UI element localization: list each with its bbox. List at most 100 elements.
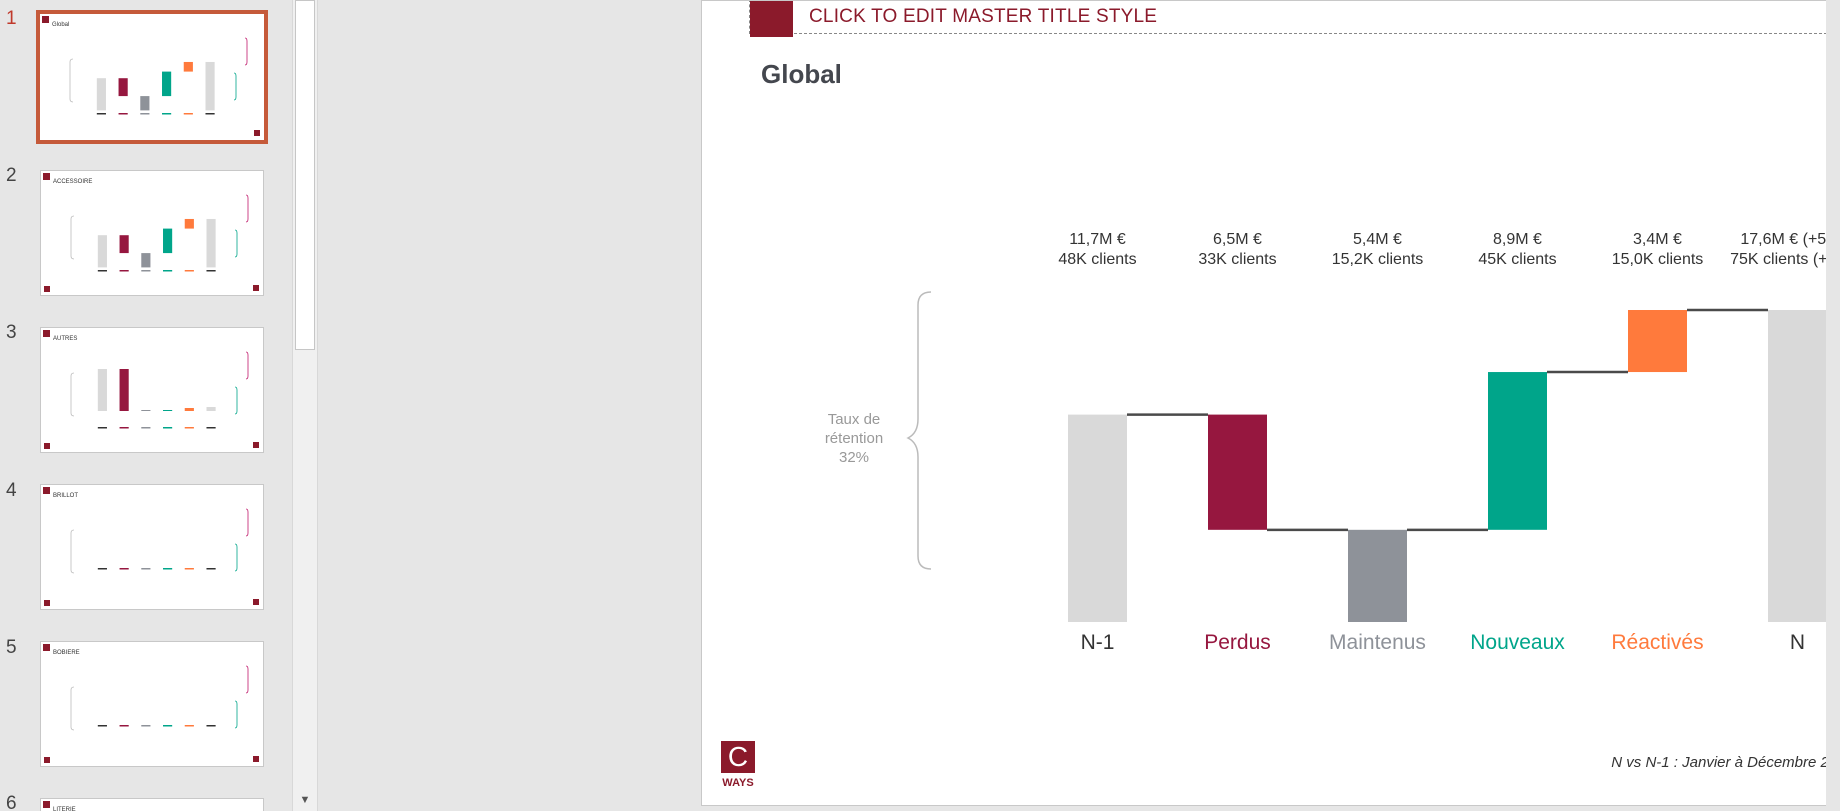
category-label-4: Réactivés <box>1611 631 1703 654</box>
thumbnail-number-4: 4 <box>6 480 17 501</box>
thumbnail-title: LITERIE <box>53 807 76 811</box>
thumbnail-accent <box>43 173 50 180</box>
thumbnail-category-mark <box>141 568 151 570</box>
thumbnail-number-1: 1 <box>6 8 17 29</box>
thumbnail-category-mark <box>119 725 129 727</box>
thumbnail-bar <box>205 61 215 111</box>
thumbnail-category-mark <box>119 270 129 272</box>
thumbnail-category-mark <box>141 270 151 272</box>
thumbnail-attrition-brace <box>245 665 249 694</box>
thumbnail-category-mark <box>162 113 172 115</box>
slide-canvas[interactable]: CLICK TO EDIT MASTER TITLE STYLE Global … <box>701 0 1840 806</box>
thumbnail-logo <box>44 443 50 449</box>
thumbnail-category-mark <box>119 427 129 429</box>
thumbnail-scrollbar-thumb[interactable] <box>295 0 315 350</box>
slide-thumbnail-1[interactable]: Global <box>36 10 268 144</box>
thumbnail-category-mark <box>118 113 128 115</box>
category-label-2: Maintenus <box>1329 631 1426 654</box>
thumbnail-category-mark <box>206 568 216 570</box>
thumbnail-logo <box>44 757 50 763</box>
thumbnail-bar <box>162 71 172 97</box>
retention-value: 32% <box>839 449 869 466</box>
thumbnail-bar <box>97 235 107 268</box>
thumbnail-bar <box>119 369 129 411</box>
thumbnail-category-mark <box>97 427 107 429</box>
thumbnail-chart <box>41 799 264 811</box>
thumbnail-category-mark <box>205 113 215 115</box>
thumbnail-accent <box>43 487 50 494</box>
thumbnail-title: Global <box>52 22 70 28</box>
thumbnail-category-mark <box>184 725 194 727</box>
thumbnail-retention-brace <box>70 686 75 731</box>
thumbnail-category-mark <box>140 113 150 115</box>
thumbnail-page-badge <box>253 599 259 605</box>
retention-label-1: Taux de <box>828 411 881 428</box>
thumbnail-bar <box>140 96 150 111</box>
thumbnail-bar <box>184 218 194 229</box>
thumbnail-logo <box>44 286 50 292</box>
master-title-placeholder[interactable]: CLICK TO EDIT MASTER TITLE STYLE <box>749 1 1840 37</box>
thumbnail-retention-brace <box>70 215 75 260</box>
thumbnail-title: BRILLOT <box>53 493 79 499</box>
thumbnail-category-mark <box>206 427 216 429</box>
thumbnail-bar <box>206 407 216 411</box>
thumbnail-accent <box>42 16 49 23</box>
slide-thumbnail-4[interactable]: BRILLOT <box>40 484 264 610</box>
thumbnail-title: AUTRES <box>53 336 78 342</box>
waterfall-chart: N-1 11,7M € 48K clients Perdus 6,5M € 33K cli… <box>825 231 1840 654</box>
category-label-1: Perdus <box>1204 631 1271 654</box>
thumbnail-chart <box>69 37 248 115</box>
thumbnail-retention-brace <box>70 529 75 574</box>
bar-maintenus <box>1348 529 1407 622</box>
value-label-amount-0: 11,7M € <box>1069 231 1126 248</box>
thumbnail-category-mark <box>97 725 107 727</box>
thumbnail-bar <box>163 410 173 411</box>
title-accent-block <box>750 1 793 37</box>
thumbnail-bar <box>183 61 193 72</box>
slide-thumbnail-3[interactable]: AUTRES <box>40 327 264 453</box>
thumbnail-category-mark <box>206 270 216 272</box>
thumbnail-category-mark <box>183 113 193 115</box>
value-label-amount-4: 3,4M € <box>1633 231 1682 248</box>
thumbnail-attrition-brace <box>245 351 249 380</box>
thumbnail-category-mark <box>184 427 194 429</box>
thumbnail-accent <box>43 644 50 651</box>
slide-thumbnail-6[interactable]: LITERIE <box>40 798 264 811</box>
master-title-text[interactable]: CLICK TO EDIT MASTER TITLE STYLE <box>809 6 1158 27</box>
thumbnail-category-mark <box>119 568 129 570</box>
thumbnail-category-mark <box>184 270 194 272</box>
scroll-down-arrow-icon[interactable]: ▼ <box>293 790 317 811</box>
slide-thumbnail-2[interactable]: ACCESSOIRE <box>40 170 264 296</box>
thumbnail-chart <box>70 508 249 574</box>
thumbnail-retention-brace <box>70 372 75 417</box>
slide-thumbnail-5[interactable]: BOBIERE <box>40 641 264 767</box>
retention-brace <box>906 291 932 570</box>
thumbnail-page-badge <box>253 442 259 448</box>
thumbnail-category-mark <box>163 725 173 727</box>
slide-editor-area: CLICK TO EDIT MASTER TITLE STYLE Global … <box>318 0 1840 811</box>
value-label-clients-0: 48K clients <box>1058 251 1136 268</box>
thumbnail-category-mark <box>96 113 106 115</box>
category-label-0: N-1 <box>1081 631 1115 654</box>
thumbnail-page-badge <box>254 130 260 136</box>
thumbnail-category-mark <box>97 568 107 570</box>
thumbnail-page-badge <box>253 756 259 762</box>
thumbnail-category-mark <box>163 270 173 272</box>
slide-heading[interactable]: Global <box>761 59 842 89</box>
thumbnail-number-2: 2 <box>6 165 17 186</box>
bar-n-1 <box>1068 414 1127 622</box>
thumbnail-attrition-brace <box>245 194 249 223</box>
ways-logo: C <box>721 741 755 773</box>
value-label-amount-1: 6,5M € <box>1213 231 1262 248</box>
bar-nouveaux <box>1488 372 1547 530</box>
thumbnail-accent <box>43 330 50 337</box>
category-label-3: Nouveaux <box>1470 631 1565 654</box>
thumbnail-bar <box>118 78 128 97</box>
value-label-amount-2: 5,4M € <box>1353 231 1402 248</box>
thumbnail-attrition-brace <box>245 508 249 537</box>
thumbnail-bar <box>141 410 151 411</box>
thumbnail-number-3: 3 <box>6 322 17 343</box>
value-label-clients-5: 75K clients (+56%) <box>1730 251 1840 268</box>
period-footnote: N vs N-1 : Janvier à Décembre 2021 vs Ja… <box>1611 754 1840 771</box>
value-label-clients-1: 33K clients <box>1198 251 1276 268</box>
